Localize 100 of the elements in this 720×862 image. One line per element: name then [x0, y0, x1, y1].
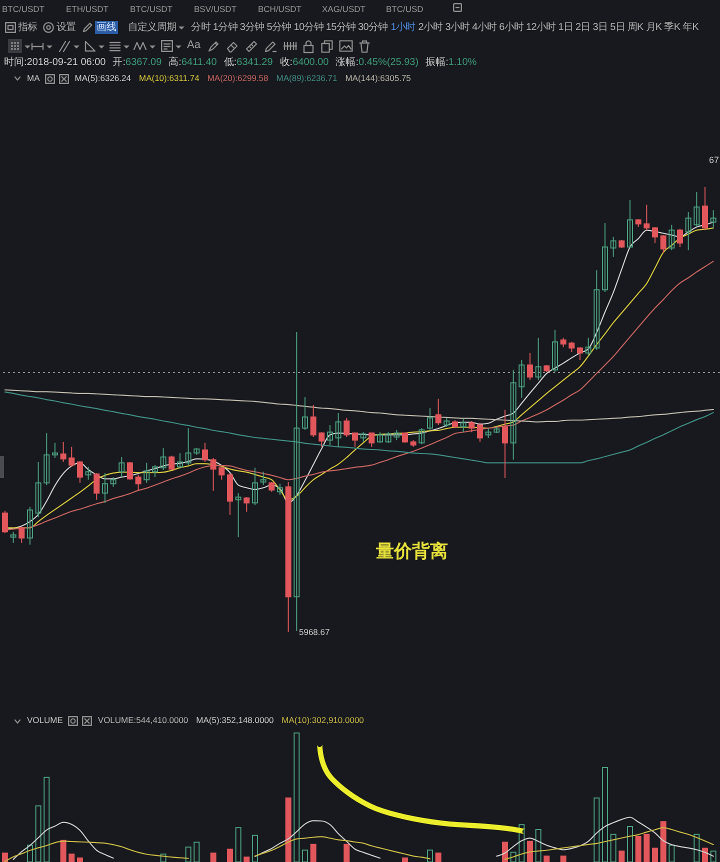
bar: [635, 836, 642, 862]
candlestick: [485, 428, 492, 438]
candlestick: [326, 424, 333, 446]
candlestick: [176, 452, 183, 468]
candlestick: [426, 408, 433, 430]
text: 1.10%: [448, 57, 477, 69]
candlestick: [476, 422, 483, 442]
text: BTC/USDT: [2, 4, 44, 14]
candlestick: [268, 481, 275, 492]
candlestick: [35, 461, 42, 518]
text: 6411.40: [181, 57, 217, 69]
candlestick: [68, 446, 75, 468]
bar: [402, 858, 408, 862]
text: 0.45%(25.93): [358, 57, 419, 69]
candlestick: [318, 432, 325, 448]
candlestick: [368, 432, 375, 448]
candlestick: [94, 472, 100, 500]
candlestick: [394, 429, 400, 441]
candlestick: [302, 396, 308, 430]
candlestick: [344, 417, 350, 438]
candlestick: [502, 409, 508, 478]
text: MA(144):6305.75: [345, 72, 411, 84]
candlestick: [376, 432, 383, 444]
candlestick: [468, 420, 475, 433]
candlestick: [185, 428, 192, 466]
candlestick: [535, 337, 542, 381]
text: 6367.09: [126, 57, 162, 69]
text: 67: [708, 155, 719, 165]
bar: [244, 856, 250, 862]
candlestick: [18, 526, 25, 544]
candlestick: [360, 432, 366, 442]
candlestick: [660, 234, 666, 254]
bar: [344, 844, 350, 862]
text: VOLUME:544,410.0000: [98, 715, 188, 726]
text: 分时 1分钟 3分钟 5分钟 10分钟 15分钟 30分钟: [191, 22, 388, 34]
text: MA(10):6311.74: [138, 72, 200, 84]
candlestick: [252, 467, 258, 506]
bar: [310, 844, 316, 862]
text: 振幅:: [426, 57, 448, 69]
text: XAG/USDT: [322, 4, 366, 14]
text: MA(89):6236.71: [276, 72, 338, 84]
bar: [502, 842, 508, 862]
candlestick: [560, 337, 566, 348]
candlestick: [644, 204, 650, 231]
candlestick: [626, 199, 633, 248]
annotation: 量价背离: [375, 541, 448, 561]
candlestick: [568, 341, 575, 353]
candlestick: [44, 432, 50, 486]
text: 时间:2018-09-21 06:00: [4, 57, 106, 69]
bar: [652, 848, 658, 862]
annotation: 5968.67: [299, 627, 330, 637]
candlestick: [385, 432, 392, 444]
bar: [210, 852, 216, 862]
candlestick: [418, 428, 425, 445]
bar: [618, 850, 625, 862]
text: ETH/USDT: [66, 4, 108, 14]
text: 开:: [112, 57, 126, 69]
candlestick: [135, 474, 142, 490]
candlestick: [677, 228, 683, 248]
candlestick: [335, 412, 342, 448]
candlestick: [668, 224, 675, 251]
bar: [660, 821, 666, 862]
bar: [435, 852, 442, 862]
candlestick: [518, 360, 525, 398]
candlestick: [585, 337, 592, 356]
candlestick: [435, 398, 442, 426]
text: MA(5):6326.24: [74, 72, 131, 84]
candlestick: [102, 472, 108, 504]
text: 6400.00: [292, 57, 329, 69]
candlestick: [244, 496, 250, 512]
bar: [68, 854, 75, 862]
candlestick: [10, 531, 16, 544]
candlestick: [710, 210, 716, 228]
legend-title: VOLUME: [27, 715, 63, 726]
candlestick: [126, 461, 133, 480]
candlestick: [510, 369, 516, 460]
bar: [560, 856, 566, 862]
candlestick: [352, 432, 358, 448]
candlestick: [460, 418, 466, 433]
candlestick: [235, 492, 242, 538]
text: 画线: [94, 20, 118, 34]
bar: [702, 848, 708, 862]
candlestick: [702, 186, 708, 231]
candlestick: [76, 460, 83, 484]
candlestick: [685, 211, 692, 251]
text: 指标: [18, 22, 38, 34]
candlestick: [402, 432, 408, 444]
bar: [526, 840, 533, 862]
candlestick: [552, 329, 558, 373]
candlestick: [294, 332, 300, 632]
candlestick: [60, 441, 66, 462]
candlestick: [610, 236, 616, 258]
bar: [2, 852, 8, 862]
candlestick: [694, 191, 700, 228]
candlestick: [202, 442, 208, 462]
bar: [60, 840, 66, 862]
text: 2小时 3小时 4小时 6小时 12小时 1日 2日 3日 5日 周K 月K 季K 年K: [418, 22, 699, 34]
candlestick: [576, 346, 583, 361]
text: 收:: [280, 57, 293, 69]
text: 1小时: [390, 22, 416, 34]
